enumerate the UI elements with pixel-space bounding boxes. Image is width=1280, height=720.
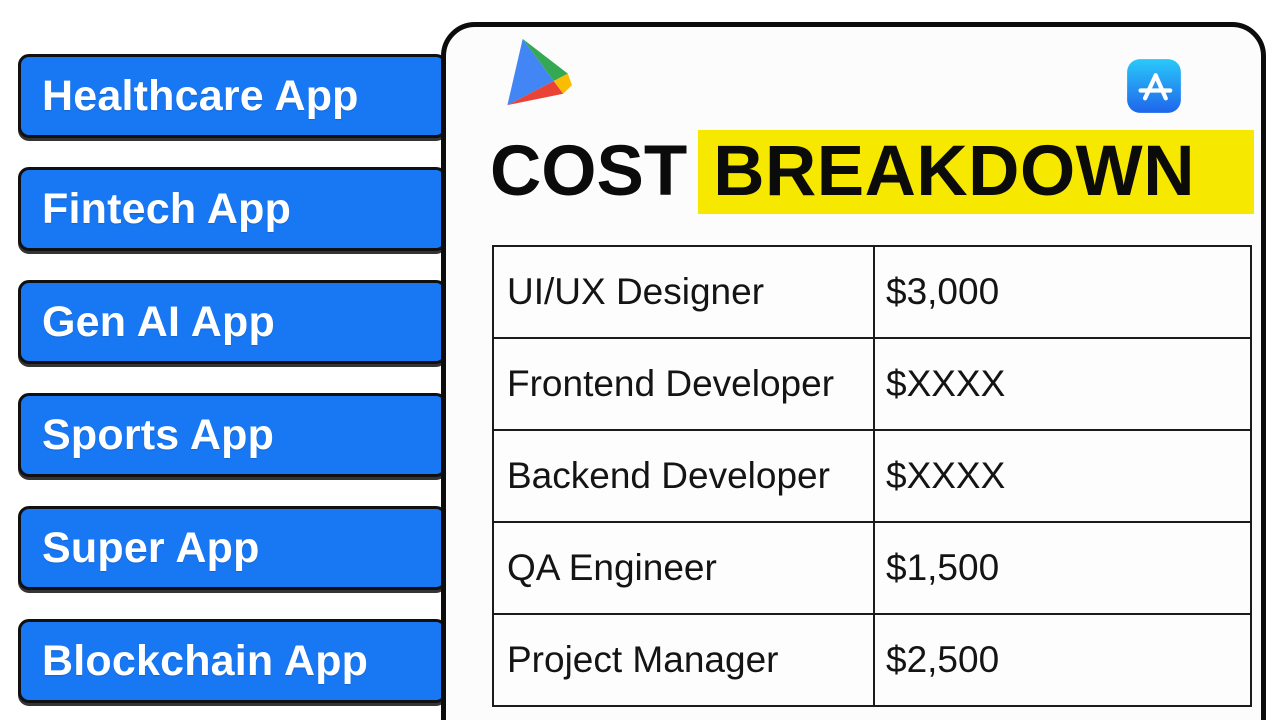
role-cell: Backend Developer [492,429,875,523]
sidebar-item-blockchain-app[interactable]: Blockchain App [18,619,447,703]
cost-cell: $3,000 [873,245,1252,339]
table-row: Project Manager $2,500 [492,613,1252,707]
cost-cell: $2,500 [873,613,1252,707]
google-play-icon [507,38,573,106]
app-type-list: Healthcare App Fintech App Gen AI App Sp… [18,54,447,720]
sidebar-item-label: Sports App [42,410,275,459]
role-cell: UI/UX Designer [492,245,875,339]
sidebar-item-healthcare-app[interactable]: Healthcare App [18,54,447,138]
title-word-breakdown-highlighted: BREAKDOWN [698,130,1254,214]
table-row: Frontend Developer $XXXX [492,337,1252,431]
role-cell: QA Engineer [492,521,875,615]
table-row: QA Engineer $1,500 [492,521,1252,615]
sidebar-item-fintech-app[interactable]: Fintech App [18,167,447,251]
role-cell: Project Manager [492,613,875,707]
cost-cell: $XXXX [873,337,1252,431]
sidebar-item-super-app[interactable]: Super App [18,506,447,590]
page-title: COST BREAKDOWN [490,130,1254,214]
sidebar-item-label: Blockchain App [42,636,369,685]
app-store-icon [1127,59,1181,113]
sidebar-item-label: Healthcare App [42,71,359,120]
sidebar-item-label: Fintech App [42,184,292,233]
cost-cell: $1,500 [873,521,1252,615]
role-cell: Frontend Developer [492,337,875,431]
cost-card: COST BREAKDOWN UI/UX Designer $3,000 Fro… [441,22,1266,720]
title-word-cost: COST [490,132,688,211]
table-row: UI/UX Designer $3,000 [492,245,1252,339]
sidebar-item-label: Gen AI App [42,297,275,346]
cost-table: UI/UX Designer $3,000 Frontend Developer… [492,245,1252,707]
sidebar-item-sports-app[interactable]: Sports App [18,393,447,477]
table-row: Backend Developer $XXXX [492,429,1252,523]
sidebar-item-gen-ai-app[interactable]: Gen AI App [18,280,447,364]
sidebar-item-label: Super App [42,523,260,572]
cost-cell: $XXXX [873,429,1252,523]
